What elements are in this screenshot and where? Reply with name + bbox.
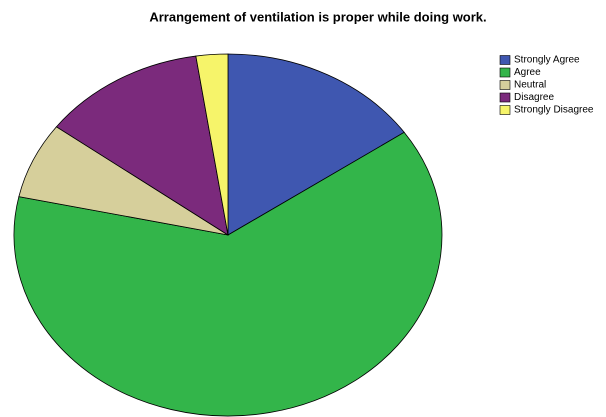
legend-swatch [499, 80, 511, 90]
legend-swatch [499, 55, 511, 65]
legend-label: Disagree [514, 92, 554, 103]
legend-swatch [499, 105, 511, 115]
legend-swatch [499, 67, 511, 78]
pie-slice [55, 55, 229, 236]
legend-swatch [499, 92, 511, 103]
chart-title: Arrangement of ventilation is proper whi… [149, 9, 486, 24]
pie-slice [195, 53, 229, 236]
legend-label: Strongly Agree [514, 55, 580, 66]
pie-slice [13, 131, 443, 417]
pie-slice [227, 53, 405, 236]
legend-label: Neutral [514, 80, 546, 91]
legend-label: Strongly Disagree [514, 105, 594, 116]
legend-label: Agree [514, 67, 541, 78]
